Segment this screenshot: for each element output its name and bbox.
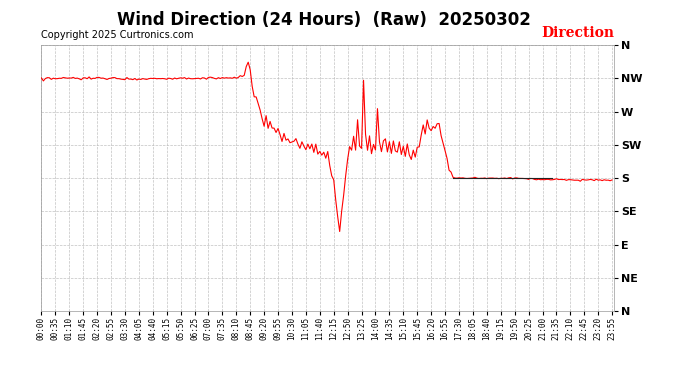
Text: Direction: Direction — [541, 26, 614, 40]
Text: Copyright 2025 Curtronics.com: Copyright 2025 Curtronics.com — [41, 30, 194, 40]
Text: Wind Direction (24 Hours)  (Raw)  20250302: Wind Direction (24 Hours) (Raw) 20250302 — [117, 11, 531, 29]
